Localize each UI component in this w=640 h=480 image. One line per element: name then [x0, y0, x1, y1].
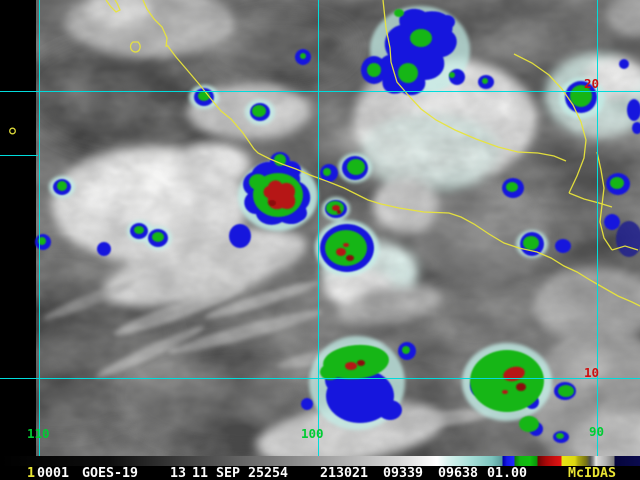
image-element: 09638 [438, 466, 479, 480]
magnification: 01.00 [487, 466, 528, 480]
grid-line-lat-10 [0, 378, 640, 379]
grid-line-lat-20 [0, 91, 640, 92]
grid-line-lon-100 [318, 0, 319, 462]
image-time: 213021 [320, 466, 369, 480]
grid-edge-segment [0, 155, 38, 156]
satellite-image[interactable] [0, 0, 640, 456]
lon-label-100: 100 [301, 426, 324, 441]
grid-line-lon-90 [597, 0, 598, 462]
enhancement-colorbar [0, 456, 640, 466]
mcidas-logo: McIDAS [568, 466, 617, 480]
image-date: 11 SEP 25254 [192, 466, 289, 480]
map-outline [9, 0, 640, 307]
grid-line-lon-110 [39, 0, 40, 462]
lat-label-10: 10 [584, 365, 600, 380]
band-number: 13 [170, 466, 187, 480]
scan-edge-black-strip [0, 0, 36, 456]
lon-label-90: 90 [589, 424, 605, 439]
enhancement-cells [35, 6, 640, 443]
lat-label-20: 20 [584, 76, 600, 91]
island-outline [9, 127, 16, 135]
satellite-name: GOES-19 [82, 466, 139, 480]
image-id: 0001 [37, 466, 70, 480]
lon-label-110: 110 [27, 426, 50, 441]
frame-number: 1 [27, 466, 36, 480]
image-line: 09339 [383, 466, 424, 480]
red-core-layer [263, 180, 526, 394]
status-bar: 1 0001 GOES-19 13 11 SEP 25254 213021 09… [0, 466, 640, 480]
